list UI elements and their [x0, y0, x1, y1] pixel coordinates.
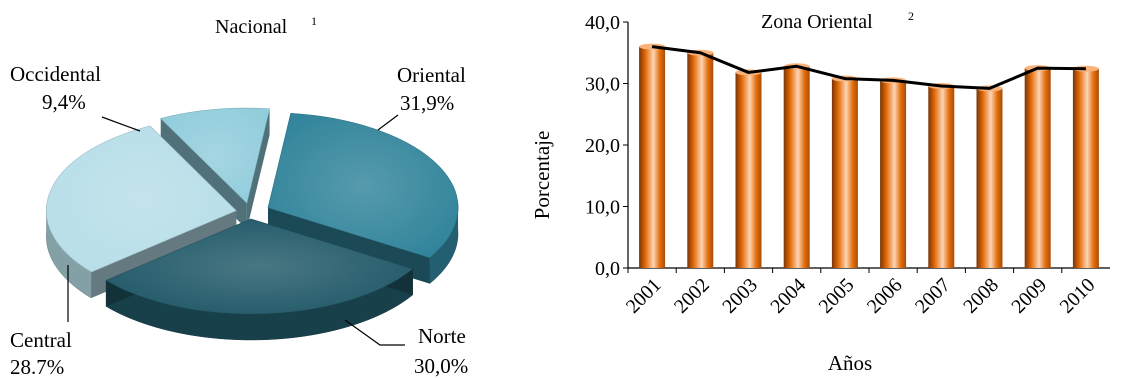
- pie-slice-oriental: [267, 113, 459, 285]
- line-series-path: [651, 45, 1086, 90]
- line-series: [651, 45, 1086, 90]
- pie-slice-sheen-oriental: [268, 113, 459, 258]
- pie-title-superscript: 1: [311, 14, 317, 28]
- bar-2002: [687, 52, 714, 268]
- pie-slices: [46, 107, 459, 341]
- bar-2005: [831, 78, 858, 268]
- bar-2003: [735, 72, 762, 269]
- pie-label-occidental: Occidental: [10, 62, 101, 86]
- y-axis-label: Porcentaje: [530, 131, 554, 220]
- bar-y-tick-labels: 0,0 10,0 20,0 30,0 40,0: [585, 12, 628, 280]
- pie-value-central: 28.7%: [10, 355, 64, 378]
- x-tick-label: 2001: [622, 274, 666, 318]
- x-tick-label: 2005: [815, 274, 859, 318]
- pie-slice-norte: [105, 218, 414, 341]
- pie-value-norte: 30,0%: [414, 354, 468, 378]
- pie-value-oriental: 31,9%: [400, 91, 454, 115]
- bar-title: Zona Oriental: [761, 11, 873, 33]
- y-tick-label: 0,0: [595, 258, 620, 280]
- bar-2007: [928, 85, 955, 269]
- bar-x-tick-labels: 2001 2002 2003 2004 2005 2006 2007 2008 2009 2010: [622, 274, 1100, 318]
- x-tick-label: 2010: [1056, 274, 1100, 318]
- x-tick-label: 2004: [766, 274, 810, 318]
- bar-2001: [639, 46, 666, 268]
- pie-slice-sheen-central: [46, 125, 237, 273]
- x-tick-label: 2009: [1007, 274, 1051, 318]
- x-tick-label: 2006: [863, 274, 907, 318]
- pie-leader-lines: [67, 114, 405, 346]
- pie-slice-edge-occidental-1: [246, 108, 270, 230]
- leader-line-norte: [344, 319, 405, 346]
- leader-line-oriental: [377, 114, 399, 131]
- leader-line-occidental: [101, 116, 141, 132]
- y-tick-label: 20,0: [585, 135, 620, 157]
- bar-2009: [1024, 68, 1051, 268]
- pie-label-oriental: Oriental: [397, 63, 466, 87]
- y-tick-label: 10,0: [585, 197, 620, 219]
- x-tick-label: 2003: [718, 274, 762, 318]
- pie-label-norte: Norte: [418, 324, 466, 348]
- pie-label-central: Central: [10, 328, 72, 352]
- bar-chart: Zona Oriental 2 0,0 10,0 20,0 30,0 40,0 2001…: [530, 9, 1110, 375]
- x-tick-label: 2002: [670, 274, 714, 318]
- pie-value-occidental: 9,4%: [42, 90, 86, 114]
- pie-slice-sheen-norte: [106, 218, 413, 314]
- x-tick-label: 2008: [959, 274, 1003, 318]
- bar-2006: [880, 80, 907, 268]
- x-axis-label: Años: [828, 351, 872, 375]
- x-tick-label: 2007: [911, 274, 955, 318]
- bar-2008: [976, 88, 1003, 268]
- pie-slice-sheen-occidental: [160, 108, 270, 204]
- bar-2010: [1072, 68, 1099, 269]
- y-tick-label: 30,0: [585, 74, 620, 96]
- pie-title: Nacional: [215, 16, 288, 38]
- bar-2004: [783, 66, 810, 268]
- bar-title-superscript: 2: [908, 9, 914, 23]
- pie-chart: Nacional 1 Oriental 31,9% Occidental 9,4…: [10, 14, 468, 378]
- y-tick-label: 40,0: [585, 12, 620, 34]
